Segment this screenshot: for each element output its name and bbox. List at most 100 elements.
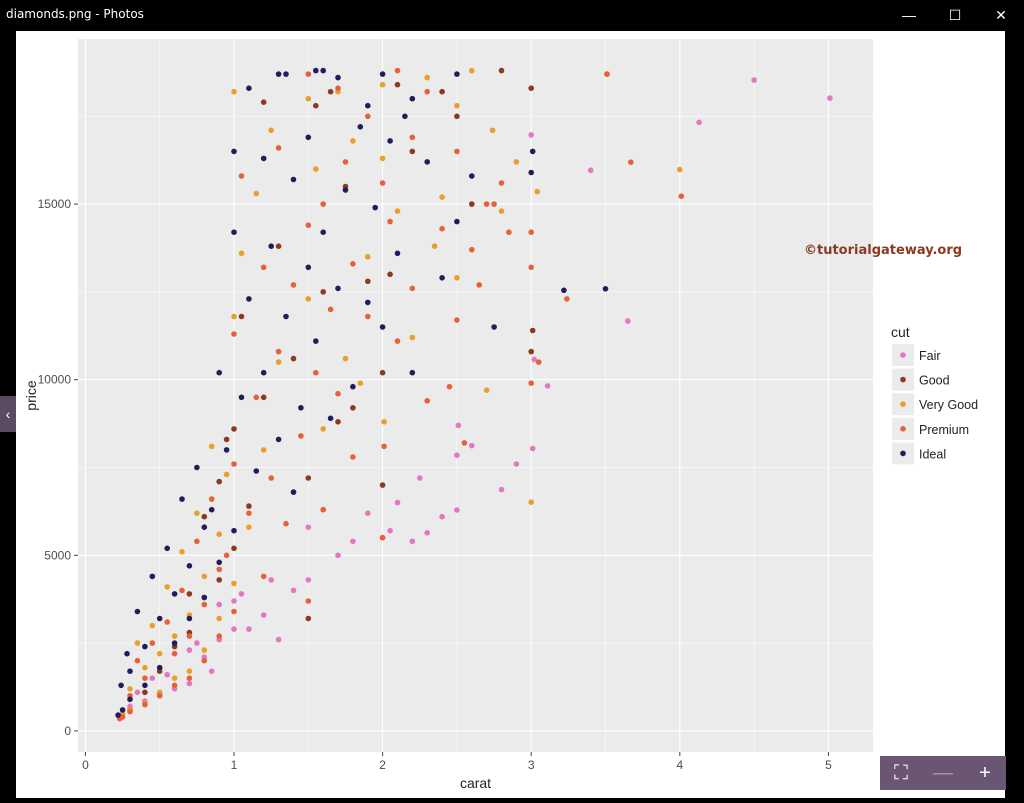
point-premium — [327, 306, 334, 313]
x-tick-label: 0 — [82, 758, 89, 772]
point-premium — [194, 538, 200, 545]
point-very-good — [156, 650, 163, 657]
point-fair — [454, 452, 460, 459]
point-premium — [298, 433, 304, 439]
point-very-good — [313, 166, 319, 172]
point-fair — [409, 538, 416, 545]
point-very-good — [320, 426, 327, 432]
point-fair — [528, 132, 534, 138]
point-very-good — [216, 615, 222, 622]
point-very-good — [275, 359, 282, 365]
x-axis-label: carat — [460, 775, 491, 791]
point-ideal — [246, 296, 252, 302]
point-very-good — [513, 159, 520, 165]
point-good — [216, 577, 222, 583]
point-premium — [223, 552, 230, 559]
point-fair — [335, 552, 341, 559]
close-button[interactable]: ✕ — [978, 0, 1024, 30]
point-good — [246, 503, 252, 509]
point-good — [394, 81, 401, 88]
point-fair — [186, 647, 193, 653]
watermark-text: ©tutorialgateway.org — [804, 243, 962, 258]
point-premium — [179, 587, 185, 594]
previous-image-button[interactable]: ‹ — [0, 396, 16, 432]
point-very-good — [179, 549, 185, 555]
zoom-out-button[interactable]: — — [922, 756, 964, 790]
point-ideal — [469, 173, 475, 179]
point-fair — [387, 527, 393, 534]
point-premium — [365, 313, 371, 320]
point-ideal — [283, 313, 289, 320]
point-fair — [208, 668, 215, 674]
zoom-in-button[interactable]: + — [964, 756, 1006, 790]
legend-label: Premium — [919, 423, 969, 437]
axes: 0 1 2 3 4 5 0 5000 10000 15000 — [38, 197, 832, 772]
minimize-button[interactable]: — — [886, 0, 932, 30]
point-premium — [350, 454, 356, 460]
image-canvas: 0 1 2 3 4 5 0 5000 10000 15000 carat price ©tutor… — [16, 31, 1005, 798]
point-premium — [506, 229, 512, 235]
point-premium — [216, 566, 222, 573]
point-premium — [201, 657, 208, 664]
point-ideal — [164, 545, 170, 552]
point-premium — [186, 633, 193, 639]
point-very-good — [186, 668, 193, 674]
point-ideal — [342, 187, 349, 193]
point-premium — [171, 650, 178, 657]
point-very-good — [164, 584, 170, 590]
zoom-in-icon: + — [979, 761, 991, 784]
point-ideal — [394, 250, 401, 257]
point-very-good — [379, 155, 386, 162]
point-fair — [751, 77, 757, 83]
point-premium — [127, 708, 133, 715]
point-very-good — [194, 510, 200, 516]
point-premium — [320, 506, 327, 513]
point-ideal — [253, 468, 260, 474]
point-very-good — [260, 447, 267, 453]
point-very-good — [342, 355, 349, 362]
maximize-icon: ☐ — [948, 6, 962, 23]
point-premium — [439, 225, 445, 232]
point-ideal — [142, 682, 148, 689]
maximize-button[interactable]: ☐ — [932, 0, 978, 30]
point-very-good — [357, 380, 364, 387]
point-fair — [531, 356, 537, 363]
point-premium — [246, 510, 252, 516]
point-ideal — [305, 264, 312, 271]
point-ideal — [238, 394, 245, 401]
point-ideal — [561, 287, 567, 294]
point-ideal — [290, 489, 297, 495]
point-ideal — [231, 229, 237, 235]
point-premium — [275, 145, 282, 151]
point-good — [379, 482, 386, 488]
point-premium — [628, 159, 634, 165]
point-premium — [409, 134, 416, 141]
point-ideal — [186, 563, 193, 569]
point-fair — [365, 510, 371, 516]
point-ideal — [231, 148, 237, 155]
point-premium — [208, 496, 215, 502]
point-ideal — [127, 696, 133, 703]
point-premium — [454, 317, 460, 323]
point-ideal — [216, 369, 222, 376]
point-ideal — [283, 71, 289, 77]
point-very-good — [231, 313, 237, 320]
point-fair — [290, 587, 297, 594]
legend-swatch-very-good — [900, 401, 906, 408]
plot-panel — [78, 39, 873, 752]
point-premium — [305, 71, 312, 77]
point-very-good — [439, 194, 445, 200]
point-good — [186, 591, 193, 597]
point-ideal — [124, 650, 130, 657]
point-premium — [164, 619, 170, 625]
point-very-good — [350, 138, 356, 144]
point-fair — [216, 601, 222, 608]
point-good — [216, 478, 222, 485]
point-premium — [142, 675, 148, 681]
point-very-good — [231, 88, 237, 95]
point-very-good — [424, 74, 431, 81]
point-very-good — [454, 275, 460, 281]
point-very-good — [381, 419, 387, 425]
fit-to-window-button[interactable]: ⛶ — [880, 756, 922, 790]
fit-icon: ⛶ — [894, 761, 908, 784]
